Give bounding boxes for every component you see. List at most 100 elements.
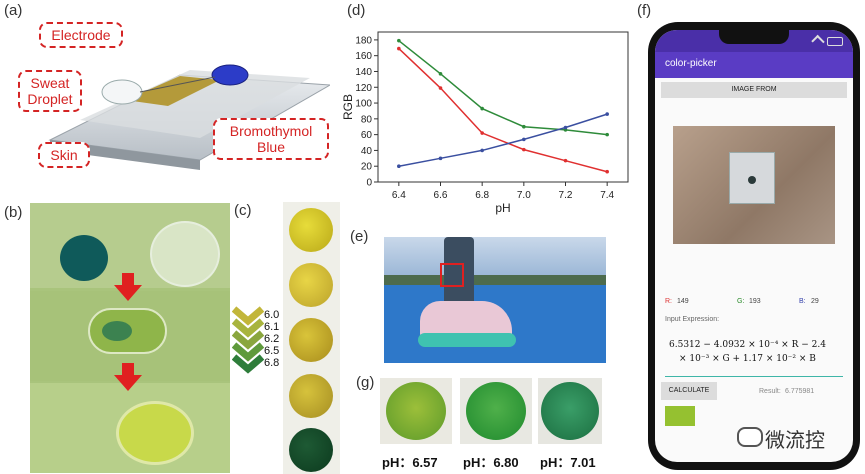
y-tick-label: 100 <box>355 99 372 110</box>
data-point-b <box>563 125 568 130</box>
data-point-b <box>480 148 484 153</box>
data-point-r <box>563 158 568 163</box>
blue-well <box>60 235 108 281</box>
expression-line-1[interactable]: 6.5312 − 4.0932 × 10⁻⁴ × R − 2.4 <box>669 340 826 350</box>
bromothymol-well <box>211 64 249 86</box>
electrode-patch <box>125 76 220 106</box>
y-tick-label: 120 <box>355 83 372 94</box>
wifi-icon <box>811 34 825 49</box>
notch <box>719 30 789 44</box>
callout-skin: Skin <box>38 142 90 168</box>
y-tick-label: 180 <box>355 35 372 46</box>
channel <box>139 76 216 93</box>
y-tick-label: 140 <box>355 67 372 78</box>
panel-label-f: (f) <box>637 2 652 19</box>
series-line-r <box>398 48 608 173</box>
b-label: B: <box>799 298 806 305</box>
app-bar: color-picker <box>655 52 853 78</box>
g-label: G: <box>737 298 745 305</box>
ph-level-label: 6.0 <box>264 309 280 321</box>
image-from-button[interactable]: IMAGE FROM <box>661 82 847 98</box>
result-value: 6.775981 <box>785 388 815 395</box>
vial-ph-6-0 <box>289 208 333 252</box>
data-point-r <box>397 46 401 51</box>
vial-ph-6-2 <box>289 318 333 362</box>
data-point-g <box>438 72 443 76</box>
panel-label-e: (e) <box>350 228 369 245</box>
series-line-g <box>398 40 608 136</box>
x-tick-label: 7.4 <box>600 190 614 201</box>
sneaker-sole <box>418 333 516 347</box>
leg <box>444 237 474 307</box>
r-label: R: <box>665 298 672 305</box>
y-tick-label: 0 <box>366 178 372 189</box>
panel-label-c: (c) <box>234 202 252 219</box>
callout-electrode: Electrode <box>39 22 123 48</box>
yellow-droplet <box>116 401 194 465</box>
calculate-button[interactable]: CALCULATE <box>661 382 717 400</box>
substrate <box>80 70 310 138</box>
result-label: Result: <box>759 388 781 395</box>
x-tick-label: 7.2 <box>559 190 573 201</box>
clear-droplet <box>150 221 220 287</box>
ph-level-label: 6.5 <box>264 345 280 357</box>
data-point-r <box>522 147 526 152</box>
panel-label-b: (b) <box>4 204 23 221</box>
data-point-g <box>397 38 401 43</box>
watermark-text: 微流控 <box>765 428 825 452</box>
y-tick-label: 80 <box>361 114 373 125</box>
g-value: 193 <box>749 298 761 305</box>
status-bar <box>655 30 853 52</box>
x-tick-label: 6.4 <box>392 190 406 201</box>
expression-line-2[interactable]: × 10⁻³ × G + 1.17 × 10⁻² × B <box>679 354 816 364</box>
y-axis-label: RGB <box>341 94 355 120</box>
arrow-down-icon <box>114 273 142 301</box>
data-point-b <box>397 164 401 169</box>
panel-b-photo <box>30 203 230 473</box>
panel-label-d: (d) <box>347 2 366 19</box>
y-tick-label: 20 <box>361 162 373 173</box>
arrow-down-icon <box>114 363 142 391</box>
captured-image <box>673 126 835 244</box>
data-point-r <box>438 86 443 90</box>
sample-photo-1 <box>380 378 452 444</box>
phone-screen: color-picker IMAGE FROM R: 149 G: 193 B:… <box>655 30 853 462</box>
x-tick-label: 7.0 <box>517 190 531 201</box>
plot-frame <box>377 31 629 183</box>
ph-level-label: 6.8 <box>264 357 280 369</box>
data-point-b <box>522 137 526 142</box>
vial-ph-6-1 <box>289 263 333 307</box>
chevron-stack-icon <box>232 306 265 374</box>
ph-caption: pH：7.01 <box>540 455 596 470</box>
data-point-r <box>480 131 484 135</box>
ph-caption: pH：6.80 <box>463 455 519 470</box>
data-point-g <box>605 132 609 137</box>
sample-photo-3 <box>538 378 602 444</box>
ph-level-label: 6.2 <box>264 333 280 345</box>
panel-label-a: (a) <box>4 2 23 19</box>
battery-icon <box>827 37 843 46</box>
color-swatch <box>665 406 695 426</box>
sample-photo-2 <box>460 378 532 444</box>
x-tick-label: 6.8 <box>475 190 489 201</box>
app-title: color-picker <box>665 58 717 69</box>
shoe-photo <box>384 237 606 363</box>
b-value: 29 <box>811 298 819 305</box>
series-line-b <box>398 113 608 167</box>
input-underline <box>665 376 843 377</box>
wechat-icon <box>737 427 763 447</box>
data-point-r <box>605 169 609 174</box>
callout-bromothymol-blue: Bromothymol Blue <box>213 118 329 160</box>
x-tick-label: 6.6 <box>434 190 448 201</box>
y-tick-label: 160 <box>355 51 372 62</box>
sensor-highlight <box>440 263 464 287</box>
data-point-g <box>480 106 484 111</box>
sweat-droplet <box>101 79 143 105</box>
y-tick-label: 40 <box>361 146 373 157</box>
panel-label-g: (g) <box>356 374 375 391</box>
ph-level-label: 6.1 <box>264 321 280 333</box>
data-point-b <box>605 112 609 116</box>
data-point-b <box>438 156 443 161</box>
data-point-g <box>522 124 526 129</box>
vial-ph-6-5 <box>289 374 333 418</box>
